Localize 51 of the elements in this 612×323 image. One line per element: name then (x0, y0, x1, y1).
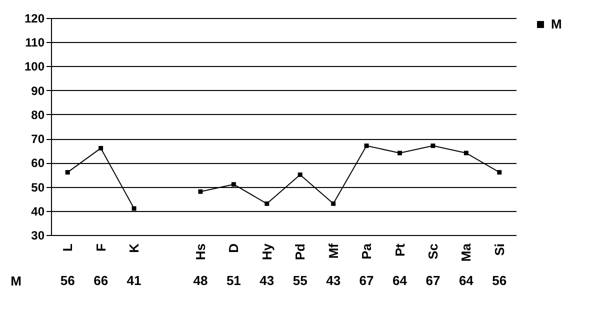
point (231, 182, 236, 187)
point (497, 170, 502, 175)
data-label: 43 (260, 273, 274, 288)
data-label: 55 (292, 273, 308, 288)
y-tick-label: 110 (25, 36, 45, 50)
data-label: 64 (458, 273, 474, 288)
y-tick-label: 50 (31, 180, 45, 194)
point (430, 144, 436, 148)
point (364, 144, 369, 148)
x-tick-label: L (60, 243, 76, 252)
data-label: 64 (392, 273, 408, 288)
y-tick-label: 120 (24, 12, 45, 26)
data-label: 51 (226, 273, 241, 288)
x-tick-label: K (126, 242, 142, 253)
x-tick-label: Si (492, 244, 507, 256)
data-label: 43 (326, 273, 341, 288)
data-label: 66 (94, 273, 108, 288)
y-tick-label: 60 (31, 156, 45, 170)
point (65, 170, 70, 175)
data-label: 67 (426, 273, 440, 288)
data-label: 56 (492, 273, 507, 288)
data-label: 67 (359, 273, 374, 288)
y-tick-label: 30 (31, 228, 45, 242)
point (298, 172, 302, 177)
y-tick-label: 100 (24, 60, 45, 74)
point (98, 146, 104, 150)
point (198, 189, 203, 194)
x-tick-label: Hs (192, 244, 208, 260)
y-tick-label: 80 (31, 108, 45, 122)
x-tick-label: Mf (326, 242, 341, 259)
text: M (10, 274, 22, 288)
data-label: 41 (126, 273, 142, 288)
x-tick-label: Ma (458, 242, 474, 262)
point (264, 201, 270, 206)
x-tick-label: Pt (392, 242, 408, 256)
legend-label: M (551, 16, 562, 32)
x-tick-label: Pd (292, 243, 308, 260)
data-label: 48 (193, 273, 208, 288)
x-tick-label: Pa (359, 242, 374, 260)
point (331, 201, 336, 206)
x-tick-label: Hy (259, 242, 274, 260)
y-tick-label: 40 (31, 204, 45, 218)
x-tick-label: F (93, 243, 108, 252)
data-label: 56 (60, 273, 75, 288)
point (398, 150, 402, 156)
point (132, 206, 136, 211)
x-tick-label: D (226, 244, 242, 253)
y-tick-label: 90 (31, 84, 45, 98)
x-tick-label: Sc (425, 244, 440, 260)
y-tick-label: 70 (31, 132, 45, 146)
point (464, 150, 468, 156)
